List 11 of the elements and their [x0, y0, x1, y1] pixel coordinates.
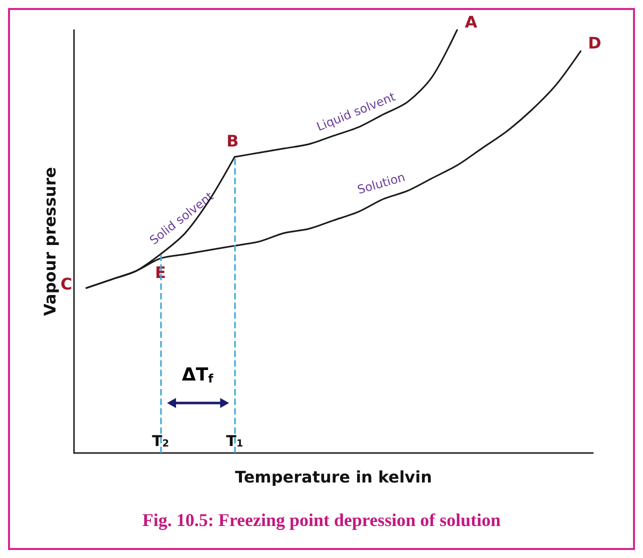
- annotation: ΔTf: [182, 364, 214, 386]
- y-axis-title: Vapour pressure: [40, 166, 60, 316]
- text: Solution: [356, 170, 407, 197]
- annotation: A: [464, 12, 478, 32]
- annotation: D: [588, 34, 602, 53]
- text: C: [60, 274, 72, 294]
- text: Fig. 10.5: Freezing point depression of solution: [142, 510, 501, 530]
- annotation: B: [226, 131, 239, 150]
- x-tick-label: T2: [152, 432, 170, 450]
- x-axis-title: Temperature in kelvin: [235, 468, 432, 486]
- x-tick-label: T1: [226, 432, 244, 450]
